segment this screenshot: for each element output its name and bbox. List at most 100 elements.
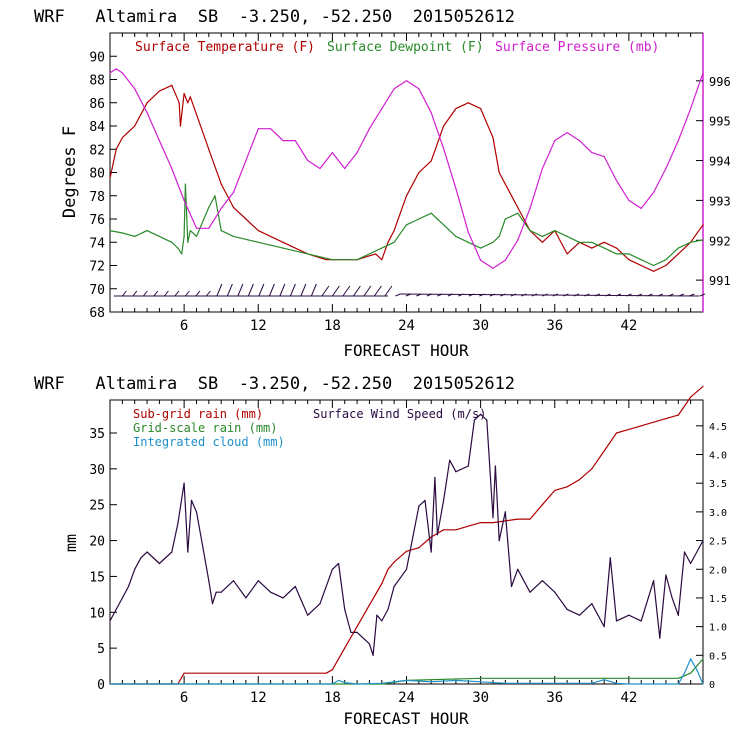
data-point-integrated-cloud: [331, 683, 333, 685]
data-point-surface-wind-speed: [331, 568, 333, 570]
series-line-surface-temperature: [109, 84, 704, 272]
data-point-surface-pressure: [541, 167, 544, 170]
data-point-surface-dewpoint: [208, 206, 210, 208]
wind-barb: [352, 285, 361, 297]
wind-barb: [489, 293, 496, 297]
x-tick-label: 24: [398, 318, 415, 334]
data-point-surface-pressure: [115, 68, 117, 70]
data-point-surface-wind-speed: [529, 591, 531, 593]
data-point-surface-pressure: [257, 128, 259, 130]
data-point-surface-wind-speed: [127, 585, 130, 588]
y-tick-label: 82: [89, 143, 105, 158]
wind-barb: [689, 293, 695, 297]
data-point-grid-scale-rain: [603, 677, 605, 679]
wind-barb: [331, 285, 340, 297]
data-point-surface-wind-speed: [372, 654, 374, 656]
data-point-surface-dewpoint: [109, 230, 111, 232]
data-point-surface-pressure: [591, 152, 593, 154]
data-point-surface-dewpoint: [615, 253, 618, 255]
x-tick-label: 12: [250, 690, 267, 706]
wind-barb: [363, 285, 372, 297]
y-tick-label: 10: [89, 606, 105, 621]
data-point-surface-dewpoint: [183, 235, 185, 237]
data-point-surface-pressure: [529, 207, 531, 209]
data-point-surface-wind-speed: [430, 551, 432, 553]
data-point-surface-wind-speed: [510, 585, 513, 588]
data-point-integrated-cloud: [690, 658, 692, 660]
data-point-sub-grid-rain: [331, 669, 333, 671]
data-point-surface-temperature: [418, 171, 420, 174]
data-point-surface-temperature: [134, 125, 136, 127]
data-point-surface-wind-speed: [115, 608, 117, 611]
data-point-surface-temperature: [189, 96, 191, 98]
data-point-surface-wind-speed: [609, 557, 611, 559]
wind-barb: [458, 293, 464, 297]
y2-tick-label: 4.0: [709, 451, 727, 462]
y-tick-label: 90: [89, 50, 105, 65]
data-point-surface-dewpoint: [603, 247, 605, 249]
data-point-surface-pressure: [430, 112, 432, 114]
data-point-surface-wind-speed: [683, 551, 686, 553]
wind-barb: [373, 285, 382, 297]
data-point-surface-dewpoint: [591, 241, 593, 243]
data-point-surface-pressure: [368, 128, 370, 130]
data-point-surface-temperature: [115, 148, 117, 150]
data-point-surface-temperature: [121, 137, 123, 139]
wind-barb: [426, 293, 433, 297]
data-point-integrated-cloud: [603, 679, 605, 681]
data-point-sub-grid-rain: [368, 604, 370, 606]
data-point-surface-dewpoint: [554, 230, 556, 232]
data-point-surface-pressure: [418, 88, 420, 90]
wind-barb: [626, 293, 632, 297]
data-point-sub-grid-rain: [603, 450, 605, 452]
y-tick-label: 25: [89, 499, 105, 514]
data-point-surface-dewpoint: [181, 253, 183, 255]
data-point-surface-wind-speed: [171, 551, 173, 553]
data-point-surface-dewpoint: [307, 253, 309, 255]
data-point-surface-wind-speed: [591, 603, 593, 605]
data-point-surface-dewpoint: [480, 247, 482, 249]
data-point-sub-grid-rain: [455, 529, 457, 531]
data-point-surface-dewpoint: [504, 218, 506, 220]
data-point-sub-grid-rain: [541, 504, 544, 506]
y2-tick-label: 994: [709, 155, 731, 169]
y2-tick-label: 993: [709, 194, 731, 208]
legend-surface-wind-speed: Surface Wind Speed (m/s): [313, 407, 486, 421]
data-point-surface-dewpoint: [690, 241, 692, 243]
data-point-surface-wind-speed: [381, 620, 383, 622]
y2-tick-label: 0: [709, 680, 715, 691]
wind-barb: [584, 293, 590, 297]
data-point-surface-temperature: [566, 253, 568, 255]
data-point-surface-temperature: [375, 253, 377, 255]
data-point-integrated-cloud: [405, 679, 408, 682]
wind-barb: [342, 285, 351, 297]
x-tick-label: 12: [250, 318, 267, 334]
data-point-surface-dewpoint: [381, 247, 383, 249]
data-point-surface-wind-speed: [208, 580, 210, 582]
legend-subgrid-rain: Sub-grid rain (mm): [133, 407, 263, 421]
data-point-surface-temperature: [665, 264, 667, 267]
series-line-surface-wind-speed: [109, 413, 704, 656]
data-point-surface-temperature: [541, 241, 544, 243]
wind-barb: [668, 293, 674, 297]
data-point-surface-wind-speed: [356, 631, 358, 634]
data-point-surface-temperature: [480, 108, 482, 110]
data-point-surface-pressure: [443, 148, 445, 150]
data-point-surface-wind-speed: [566, 608, 568, 611]
data-point-surface-pressure: [344, 167, 346, 170]
y2-tick-label: 995: [709, 115, 731, 129]
data-point-surface-temperature: [517, 206, 519, 208]
data-point-surface-dewpoint: [405, 224, 408, 226]
data-point-surface-wind-speed: [190, 499, 193, 501]
data-point-surface-wind-speed: [202, 545, 204, 547]
data-point-surface-pressure: [208, 227, 210, 229]
data-point-surface-pressure: [393, 88, 395, 90]
data-point-sub-grid-rain: [702, 385, 704, 387]
data-point-surface-pressure: [294, 140, 296, 142]
chart2-x-axis-label: FORECAST HOUR: [343, 709, 469, 728]
data-point-surface-wind-speed: [436, 534, 438, 536]
data-point-surface-wind-speed: [418, 505, 420, 507]
data-point-surface-dewpoint: [214, 195, 216, 197]
data-point-surface-pressure: [504, 259, 506, 261]
data-point-surface-pressure: [578, 140, 581, 142]
